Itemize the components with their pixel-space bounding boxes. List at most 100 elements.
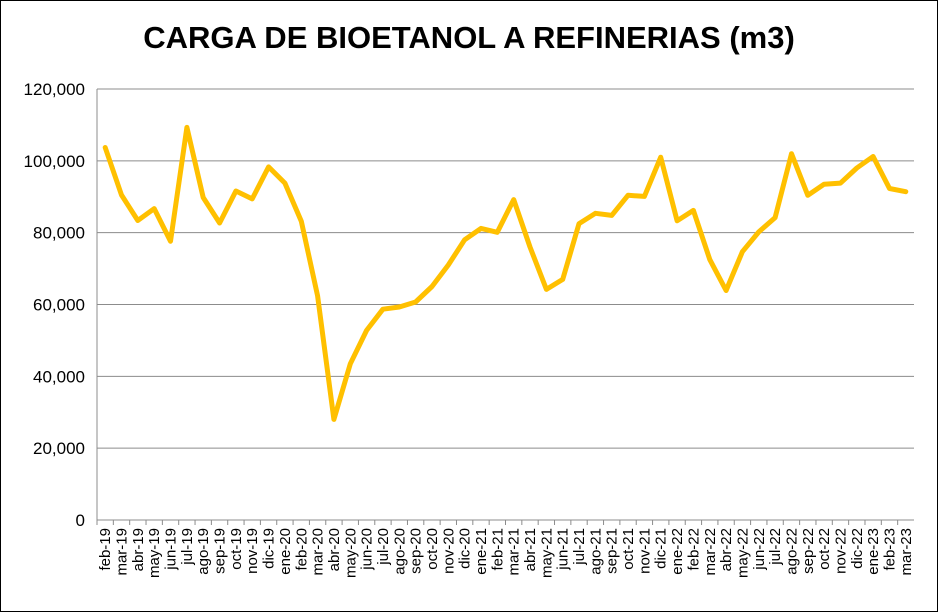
data-point (332, 417, 336, 421)
series-layer (102, 124, 909, 422)
data-point (316, 294, 320, 298)
data-point (708, 258, 712, 262)
x-tick-label: mar-21 (506, 528, 523, 576)
y-tick-label: 40,000 (33, 367, 85, 386)
data-point (512, 198, 516, 202)
data-point (561, 277, 565, 281)
data-point (528, 245, 532, 249)
x-tick-label: jul-20 (375, 528, 392, 566)
data-point (250, 197, 254, 201)
x-tick-label: ene-20 (277, 528, 294, 575)
data-point (626, 193, 630, 197)
data-point (397, 305, 401, 309)
data-point (430, 285, 434, 289)
x-tick-label: may-21 (538, 528, 555, 578)
x-tick-label: feb-23 (881, 528, 898, 571)
x-tick-label: oct-19 (228, 528, 245, 570)
y-tick-label: 0 (76, 511, 85, 530)
data-point (267, 165, 271, 169)
x-tick-label: abr-21 (522, 528, 539, 571)
data-point (120, 193, 124, 197)
y-tick-label: 20,000 (33, 439, 85, 458)
data-point (691, 208, 695, 212)
data-point (724, 288, 728, 292)
x-tick-label: dic-21 (653, 528, 670, 569)
data-point (659, 155, 663, 159)
data-point (103, 146, 107, 150)
x-tick-label: ago-19 (195, 528, 212, 575)
data-point (838, 181, 842, 185)
x-tick-label: ago-21 (587, 528, 604, 575)
data-point (593, 211, 597, 215)
x-tick-label: ene-21 (473, 528, 490, 575)
grid-layer (96, 88, 914, 525)
x-tick-label: oct-20 (424, 528, 441, 570)
x-tick-label: mar-19 (114, 528, 131, 576)
data-point (185, 125, 189, 129)
x-tick-label: abr-22 (718, 528, 735, 571)
x-tick-label: sep-19 (212, 528, 229, 574)
x-tick-label: sep-21 (604, 528, 621, 574)
x-tick-label: sep-20 (408, 528, 425, 574)
data-point (299, 219, 303, 223)
data-point (218, 221, 222, 225)
data-point (446, 263, 450, 267)
x-tick-label: mar-22 (702, 528, 719, 576)
y-tick-label: 100,000 (24, 152, 85, 171)
data-point (381, 307, 385, 311)
data-point (740, 250, 744, 254)
data-point (169, 239, 173, 243)
x-tick-label: ene-22 (669, 528, 686, 575)
x-axis-ticks: feb-19 mar-19 abr-19 may-19 jun-19 jul-19 ago-… (97, 528, 915, 578)
x-tick-label: jul-19 (179, 528, 196, 566)
data-point (463, 238, 467, 242)
data-point (904, 190, 908, 194)
x-tick-label: dic-20 (457, 528, 474, 569)
data-point (201, 195, 205, 199)
x-tick-label: feb-22 (685, 528, 702, 571)
x-tick-label: ago-20 (391, 528, 408, 575)
x-tick-label: abr-19 (130, 528, 147, 571)
data-point (544, 287, 548, 291)
x-tick-label: dic-22 (849, 528, 866, 569)
data-point (855, 166, 859, 170)
data-point (806, 193, 810, 197)
x-tick-label: jun-19 (163, 528, 180, 571)
data-point (479, 226, 483, 230)
data-point (283, 181, 287, 185)
data-point (871, 155, 875, 159)
data-point (642, 194, 646, 198)
series-line (102, 124, 909, 422)
x-tick-label: ene-23 (865, 528, 882, 575)
x-tick-label: jun-20 (359, 528, 376, 571)
data-point (789, 152, 793, 156)
x-tick-label: jul-21 (571, 528, 588, 566)
x-tick-label: mar-23 (898, 528, 915, 576)
data-point (136, 218, 140, 222)
x-tick-label: nov-21 (636, 528, 653, 574)
x-tick-label: nov-22 (832, 528, 849, 574)
x-tick-label: feb-20 (293, 528, 310, 571)
y-tick-label: 80,000 (33, 224, 85, 243)
x-tick-label: may-20 (342, 528, 359, 578)
x-tick-label: mar-20 (310, 528, 327, 576)
data-point (773, 216, 777, 220)
x-tick-label: may-19 (146, 528, 163, 578)
y-axis-ticks: 0 20,000 40,000 60,000 80,000 100,000 120,000 (24, 80, 85, 530)
x-tick-label: may-22 (734, 528, 751, 578)
x-tick-label: jun-21 (555, 528, 572, 571)
x-tick-label: dic-19 (261, 528, 278, 569)
data-point (757, 230, 761, 234)
y-tick-label: 60,000 (33, 296, 85, 315)
x-tick-label: feb-21 (489, 528, 506, 571)
data-point (577, 222, 581, 226)
y-tick-label: 120,000 (24, 80, 85, 99)
data-point (675, 219, 679, 223)
data-point (414, 300, 418, 304)
x-tick-label: oct-22 (816, 528, 833, 570)
x-tick-label: jul-22 (767, 528, 784, 566)
x-tick-label: sep-22 (800, 528, 817, 574)
data-point (365, 328, 369, 332)
